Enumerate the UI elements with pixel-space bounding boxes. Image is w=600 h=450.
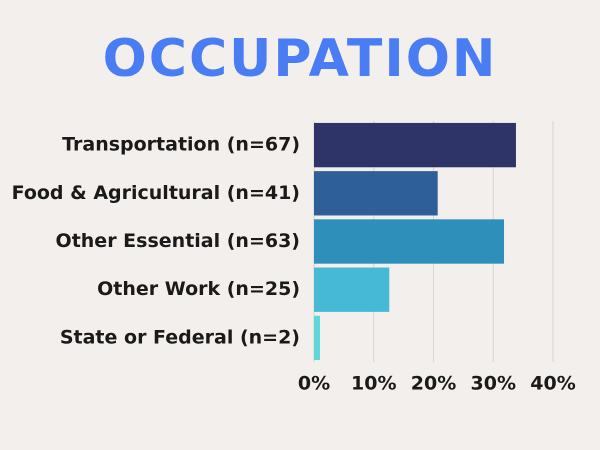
x-tick-label: 40% xyxy=(530,373,575,395)
y-tick-label: State or Federal (n=2) xyxy=(60,326,300,348)
chart-title: OCCUPATION xyxy=(103,29,498,89)
y-tick-label: Food & Agricultural (n=41) xyxy=(12,182,300,204)
bar xyxy=(314,122,516,168)
x-tick-label: 10% xyxy=(351,373,396,395)
y-tick-label: Other Work (n=25) xyxy=(97,278,300,300)
bar xyxy=(314,267,390,312)
y-tick-label: Transportation (n=67) xyxy=(62,134,300,156)
x-tick-label: 20% xyxy=(411,373,456,395)
bar xyxy=(314,171,438,216)
bar xyxy=(314,219,505,264)
bar xyxy=(314,315,320,361)
x-tick-label: 30% xyxy=(471,373,516,395)
y-tick-label: Other Essential (n=63) xyxy=(56,230,300,252)
x-tick-label: 0% xyxy=(298,373,330,395)
